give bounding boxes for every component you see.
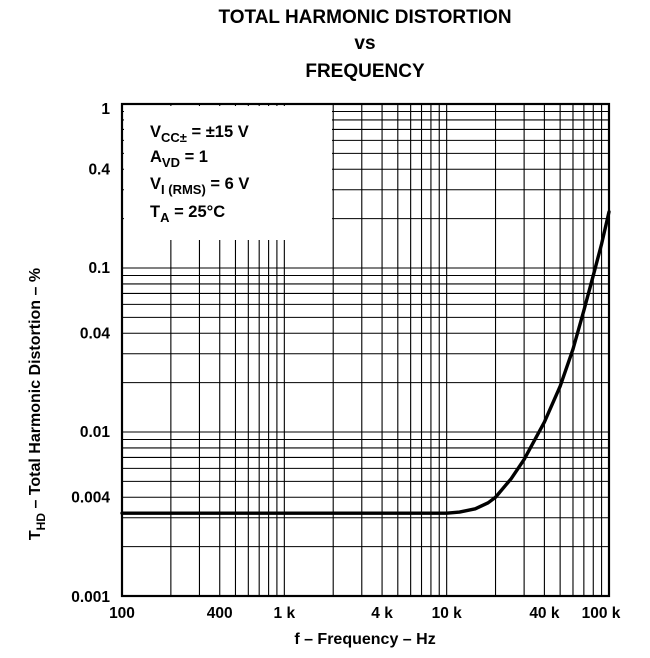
x-axis-tick-labels: 100 400 1 k 4 k 10 k 40 k 100 k: [109, 605, 621, 622]
condition-symbol: V: [150, 123, 161, 141]
chart-title-line-1: TOTAL HARMONIC DISTORTION: [218, 7, 511, 28]
x-tick-label: 100: [109, 605, 135, 622]
condition-subscript: I (RMS): [161, 182, 206, 197]
y-tick-label: 0.001: [71, 589, 110, 606]
condition-value: = 25°C: [169, 203, 225, 221]
y-tick-label: 1: [101, 101, 110, 118]
y-tick-label: 0.04: [80, 325, 111, 342]
x-tick-label: 1 k: [274, 605, 296, 622]
y-axis-label-sub: HD: [34, 513, 48, 531]
condition-subscript: A: [160, 210, 170, 225]
y-axis-tick-labels: 1 0.4 0.1 0.04 0.01 0.004 0.001: [71, 101, 110, 606]
condition-symbol: V: [150, 175, 161, 193]
y-tick-label: 0.004: [71, 489, 110, 506]
y-axis-label-rest: – Total Harmonic Distortion – %: [27, 268, 44, 513]
y-tick-label: 0.4: [88, 161, 110, 178]
plot-frame: [120, 102, 611, 598]
y-tick-label: 0.1: [88, 260, 110, 277]
y-axis-label-prefix: T: [27, 530, 44, 540]
chart-title: TOTAL HARMONIC DISTORTION vs FREQUENCY: [218, 7, 511, 82]
condition-value: = 1: [180, 148, 208, 166]
condition-subscript: CC±: [161, 130, 187, 145]
condition-line: VCC± = ±15 V: [150, 123, 249, 145]
condition-subscript: VD: [162, 155, 180, 170]
condition-symbol: T: [150, 203, 160, 221]
condition-value: = ±15 V: [187, 123, 249, 141]
y-tick-label: 0.01: [80, 424, 111, 441]
x-tick-label: 4 k: [371, 605, 393, 622]
chart-title-line-3: FREQUENCY: [305, 61, 425, 82]
x-tick-label: 10 k: [432, 605, 463, 622]
x-tick-label: 40 k: [529, 605, 560, 622]
condition-line: AVD = 1: [150, 148, 208, 170]
x-axis-label: f – Frequency – Hz: [294, 631, 435, 648]
x-tick-label: 400: [207, 605, 233, 622]
condition-symbol: A: [150, 148, 162, 166]
conditions-box: [124, 106, 332, 240]
condition-value: = 6 V: [206, 175, 250, 193]
x-tick-label: 100 k: [582, 605, 621, 622]
condition-line: VI (RMS) = 6 V: [150, 175, 249, 197]
thd-curve-line: [120, 210, 611, 515]
condition-line: TA = 25°C: [150, 203, 225, 225]
chart-title-line-2: vs: [354, 33, 375, 54]
y-axis-label: THD – Total Harmonic Distortion – %: [27, 268, 48, 540]
